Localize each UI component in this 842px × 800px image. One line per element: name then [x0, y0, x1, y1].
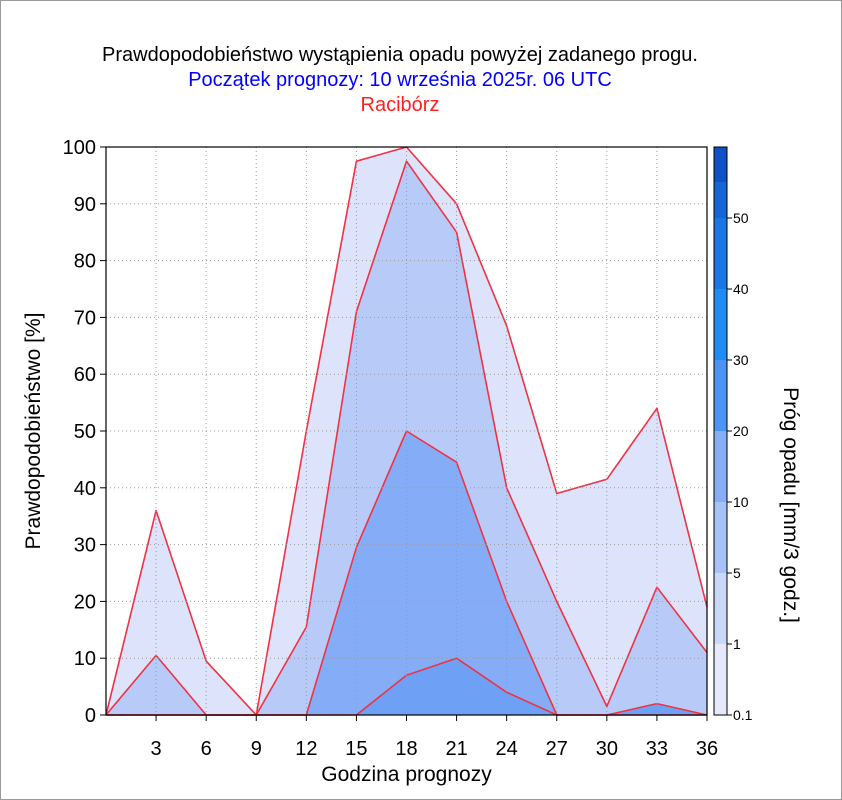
colorbar-segment — [714, 182, 727, 218]
y-tick-label: 20 — [74, 591, 96, 613]
y-tick-label: 10 — [74, 648, 96, 670]
colorbar-segment — [714, 218, 727, 289]
x-tick-label: 36 — [696, 738, 718, 760]
x-axis-title: Godzina prognozy — [321, 763, 492, 786]
x-tick-label: 15 — [345, 738, 367, 760]
colorbar-segment — [714, 431, 727, 502]
colorbar-tick-label: 0.1 — [733, 707, 753, 723]
colorbar-title: Próg opadu [mm/3 godz.] — [779, 387, 802, 623]
x-tick-label: 9 — [251, 738, 262, 760]
colorbar-tick-label: 40 — [733, 281, 749, 297]
y-tick-label: 40 — [74, 478, 96, 500]
colorbar-tick-label: 10 — [733, 494, 749, 510]
y-tick-label: 90 — [74, 194, 96, 216]
y-tick-label: 50 — [74, 421, 96, 443]
colorbar-segment — [714, 573, 727, 644]
y-tick-label: 60 — [74, 364, 96, 386]
y-tick-label: 100 — [63, 137, 96, 159]
y-tick-label: 30 — [74, 535, 96, 557]
colorbar-tick-label: 20 — [733, 423, 749, 439]
colorbar-tick-label: 1 — [733, 636, 741, 652]
series-area-5 — [106, 431, 707, 715]
x-tick-label: 18 — [395, 738, 417, 760]
x-tick-label: 6 — [201, 738, 212, 760]
colorbar-segment — [714, 360, 727, 431]
forecast-start-subtitle: Początek prognozy: 10 września 2025r. 06… — [188, 69, 612, 91]
location-subtitle: Racibórz — [360, 94, 440, 116]
colorbar-segment — [714, 644, 727, 715]
x-tick-label: 3 — [151, 738, 162, 760]
colorbar-tick-label: 30 — [733, 352, 749, 368]
colorbar-segment — [714, 502, 727, 573]
series-area-10 — [106, 658, 707, 715]
x-tick-label: 27 — [546, 738, 568, 760]
y-tick-label: 70 — [74, 307, 96, 329]
x-tick-label: 21 — [445, 738, 467, 760]
colorbar-tick-label: 5 — [733, 565, 741, 581]
x-tick-label: 12 — [295, 738, 317, 760]
y-axis-title: Prawdopodobieństwo [%] — [22, 313, 45, 550]
y-tick-label: 0 — [85, 705, 96, 727]
y-tick-label: 80 — [74, 251, 96, 273]
colorbar-segment — [714, 289, 727, 360]
x-tick-label: 24 — [496, 738, 518, 760]
colorbar-segment — [714, 147, 727, 182]
x-tick-label: 30 — [596, 738, 618, 760]
x-tick-label: 33 — [646, 738, 668, 760]
colorbar-tick-label: 50 — [733, 210, 749, 226]
chart-title: Prawdopodobieństwo wystąpienia opadu pow… — [102, 44, 698, 66]
